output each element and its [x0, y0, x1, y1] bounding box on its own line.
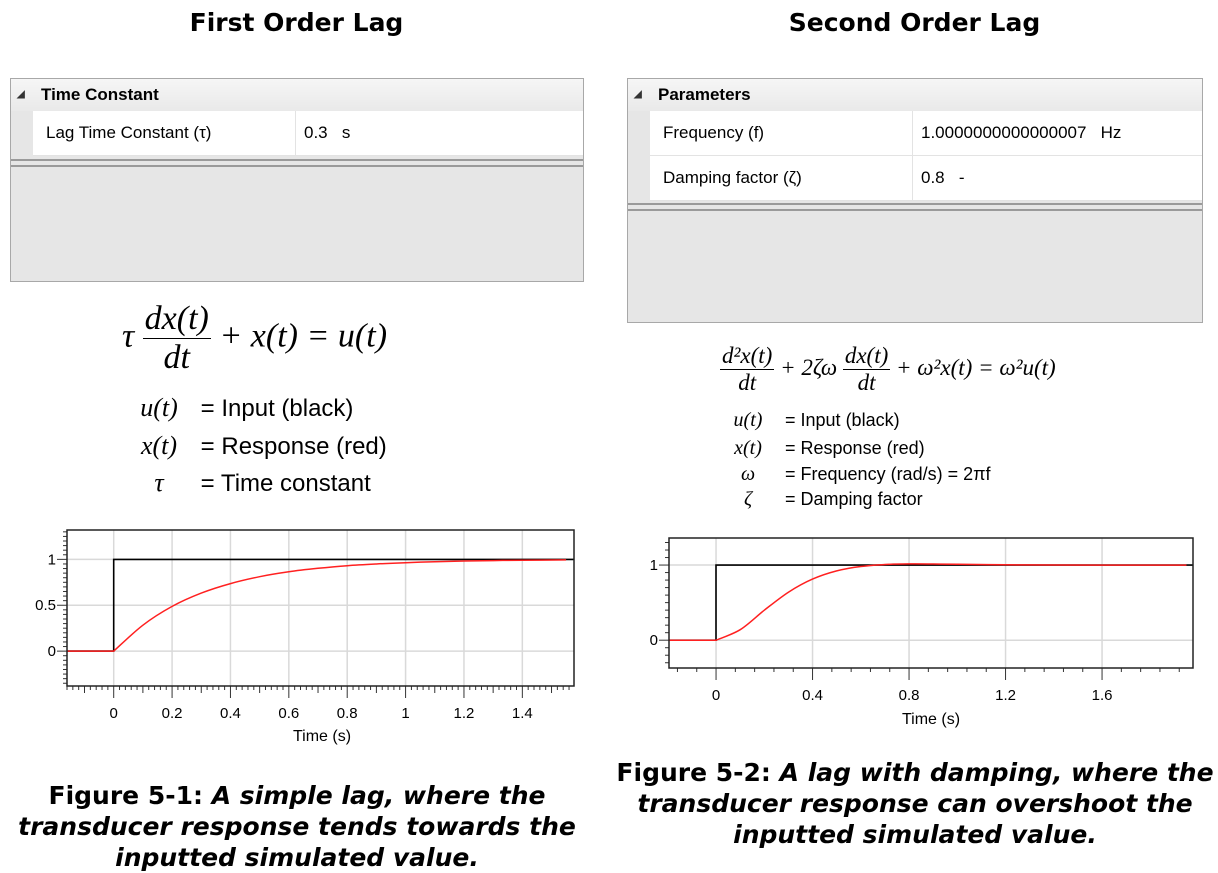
x-tick-label: 1.6 — [1092, 687, 1113, 704]
property-row-damping-factor[interactable]: Damping factor (ζ) 0.8 - — [650, 156, 1202, 201]
definition-row: x(t) = Response (red) — [140, 431, 387, 460]
plot-border — [668, 537, 1194, 669]
definition-row: u(t) = Input (black) — [140, 393, 354, 422]
first-order-step-response-chart: 0 0.2 0.4 0.6 0.8 1 1.2 1.4 0 0.5 1 Time (s) — [35, 529, 575, 745]
y-tick-label: 1 — [650, 557, 658, 574]
first-order-equation: τ dx(t) dt + x(t) = u(t) — [122, 300, 388, 376]
right-title: Second Order Lag — [788, 8, 1041, 37]
property-row-lag-time-constant[interactable]: Lag Time Constant (τ) 0.3 s — [33, 111, 583, 156]
x-axis-label: Time (s) — [902, 711, 960, 728]
group-header-parameters[interactable]: ◢ Parameters — [628, 79, 1202, 111]
group-label: Parameters — [658, 85, 751, 104]
y-tick-label: 0 — [48, 643, 56, 660]
x-tick-label: 0 — [110, 705, 118, 722]
y-tick-label: 1 — [48, 551, 56, 568]
plot-area — [67, 530, 574, 686]
definition-row: τ = Time constant — [154, 468, 371, 497]
second-order-equation: d²x(t) dt + 2ζω dx(t) dt + ω²x(t) = ω²u(t) — [720, 343, 1056, 395]
definition-row: u(t) = Input (black) — [733, 409, 900, 431]
splitter-line — [628, 209, 1202, 211]
x-tick-label: 0.8 — [899, 687, 920, 704]
property-value-field[interactable]: 0.8 - — [912, 156, 1202, 200]
x-axis-label: Time (s) — [293, 728, 351, 745]
property-label: Lag Time Constant (τ) — [46, 123, 212, 142]
x-tick-label: 0 — [712, 687, 720, 704]
definition-row: ω = Frequency (rad/s) = 2πf — [740, 463, 991, 485]
definition-row: ζ = Damping factor — [743, 488, 923, 510]
x-tick-label: 1 — [401, 705, 409, 722]
x-tick-label: 0.4 — [802, 687, 823, 704]
splitter[interactable] — [11, 159, 583, 161]
group-header-time-constant[interactable]: ◢ Time Constant — [11, 79, 583, 111]
property-row-frequency[interactable]: Frequency (f) 1.0000000000000007 Hz — [650, 111, 1202, 156]
second-order-step-response-chart: 0 0.4 0.8 1.2 1.6 0 1 Time (s) — [650, 537, 1194, 728]
x-tick-label: 1.2 — [454, 705, 475, 722]
splitter[interactable] — [628, 203, 1202, 205]
collapse-triangle-icon[interactable]: ◢ — [634, 89, 642, 100]
left-caption: Figure 5-1: A simple lag, where the tran… — [18, 781, 576, 872]
response-line — [669, 563, 1187, 641]
right-caption: Figure 5-2: A lag with damping, where th… — [616, 758, 1214, 849]
x-tick-label: 0.8 — [337, 705, 358, 722]
y-tick-label: 0 — [650, 632, 658, 649]
x-tick-label: 0.2 — [162, 705, 183, 722]
collapse-triangle-icon[interactable]: ◢ — [17, 89, 25, 100]
x-tick-label: 0.4 — [220, 705, 241, 722]
parameters-property-grid: ◢ Parameters Frequency (f) 1.00000000000… — [627, 78, 1203, 323]
time-constant-property-grid: ◢ Time Constant Lag Time Constant (τ) 0.… — [10, 78, 584, 282]
plot-border — [66, 529, 575, 687]
group-label: Time Constant — [41, 85, 159, 104]
plot-area — [669, 538, 1193, 668]
response-line — [67, 559, 567, 652]
splitter-line — [11, 165, 583, 167]
property-label: Frequency (f) — [663, 123, 765, 142]
x-tick-label: 1.2 — [995, 687, 1016, 704]
left-title: First Order Lag — [189, 8, 404, 37]
x-tick-label: 0.6 — [278, 705, 299, 722]
x-tick-label: 1.4 — [512, 705, 533, 722]
definition-row: x(t) = Response (red) — [734, 437, 925, 459]
property-value-field[interactable]: 0.3 s — [295, 111, 583, 155]
y-tick-label: 0.5 — [35, 597, 56, 614]
property-value-field[interactable]: 1.0000000000000007 Hz — [912, 111, 1202, 155]
property-label: Damping factor (ζ) — [663, 168, 802, 187]
